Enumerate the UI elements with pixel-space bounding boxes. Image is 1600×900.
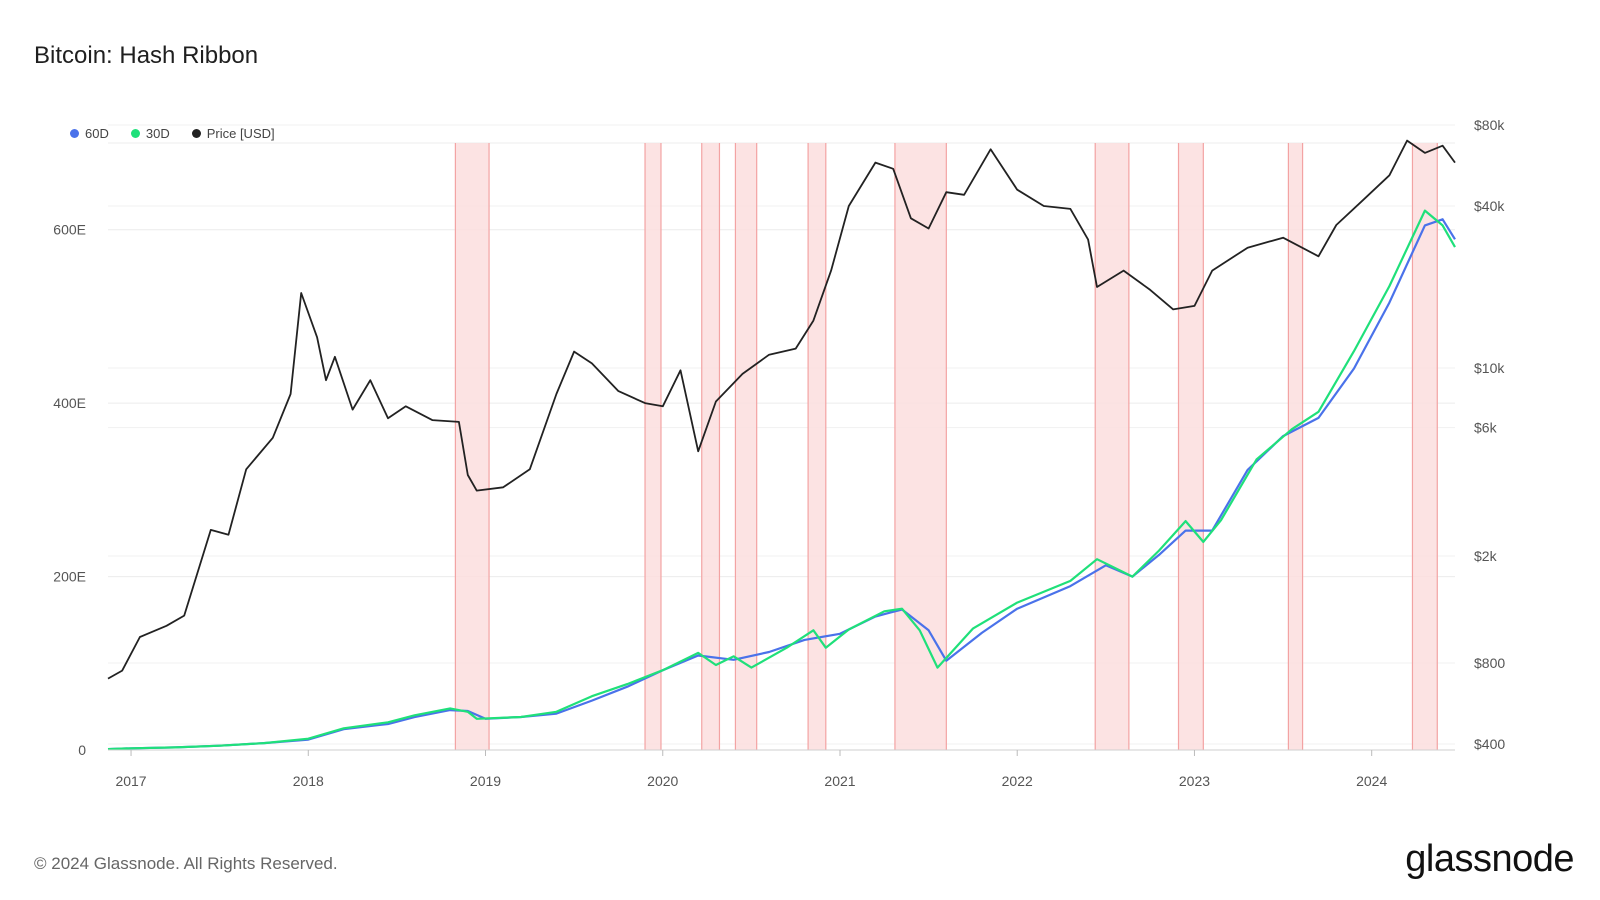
legend-item-price[interactable]: Price [USD] xyxy=(191,126,275,141)
legend-dot-60d xyxy=(70,129,79,138)
right-tick-label-1: $800 xyxy=(1474,655,1505,671)
x-tick-label-2: 2019 xyxy=(470,773,501,789)
x-tick-label-6: 2023 xyxy=(1179,773,1210,789)
copyright-text: © 2024 Glassnode. All Rights Reserved. xyxy=(34,854,338,873)
x-tick-label-7: 2024 xyxy=(1356,773,1387,789)
legend-dot-30d xyxy=(130,129,140,138)
legend-label-price: Price [USD] xyxy=(206,126,275,141)
left-tick-label-0: 0 xyxy=(78,742,86,758)
legend-label-60d: 60D xyxy=(85,126,109,141)
capitulation-zone-3 xyxy=(735,143,757,750)
left-tick-label-3: 600E xyxy=(53,222,86,238)
legend-item-30d[interactable]: 30D xyxy=(130,126,170,141)
x-tick-label-5: 2022 xyxy=(1002,773,1033,789)
right-tick-label-0: $400 xyxy=(1474,736,1505,752)
capitulation-zone-0 xyxy=(455,143,490,750)
x-tick-label-3: 2020 xyxy=(647,773,678,789)
legend: 60D 30D Price [USD] xyxy=(70,126,297,141)
right-tick-label-3: $6k xyxy=(1474,420,1498,436)
capitulation-zone-9 xyxy=(1412,143,1438,750)
right-tick-label-5: $40k xyxy=(1474,198,1505,214)
capitulation-zone-4 xyxy=(808,143,826,750)
capitulation-zone-8 xyxy=(1288,143,1303,750)
capitulation-zone-6 xyxy=(1095,143,1129,750)
right-tick-label-2: $2k xyxy=(1474,548,1498,564)
series-line-1 xyxy=(107,209,1456,751)
x-tick-label-0: 2017 xyxy=(115,773,146,789)
glassnode-logo: glassnode xyxy=(1405,838,1574,880)
capitulation-zone-5 xyxy=(894,143,947,750)
x-tick-label-1: 2018 xyxy=(293,773,324,789)
x-tick-label-4: 2021 xyxy=(824,773,855,789)
left-tick-label-2: 400E xyxy=(53,395,86,411)
chart-title: Bitcoin: Hash Ribbon xyxy=(34,42,259,69)
legend-dot-price xyxy=(191,129,201,138)
legend-item-60d[interactable]: 60D xyxy=(70,126,109,141)
capitulation-zone-2 xyxy=(701,143,720,750)
left-tick-label-1: 200E xyxy=(53,569,86,585)
capitulation-zone-1 xyxy=(645,143,661,750)
right-tick-label-6: $80k xyxy=(1474,117,1505,133)
series-line-0 xyxy=(107,218,1456,751)
legend-label-30d: 30D xyxy=(145,126,170,141)
capitulation-zone-7 xyxy=(1178,143,1204,750)
series-line-2 xyxy=(107,139,1456,680)
right-tick-label-4: $10k xyxy=(1474,360,1505,376)
